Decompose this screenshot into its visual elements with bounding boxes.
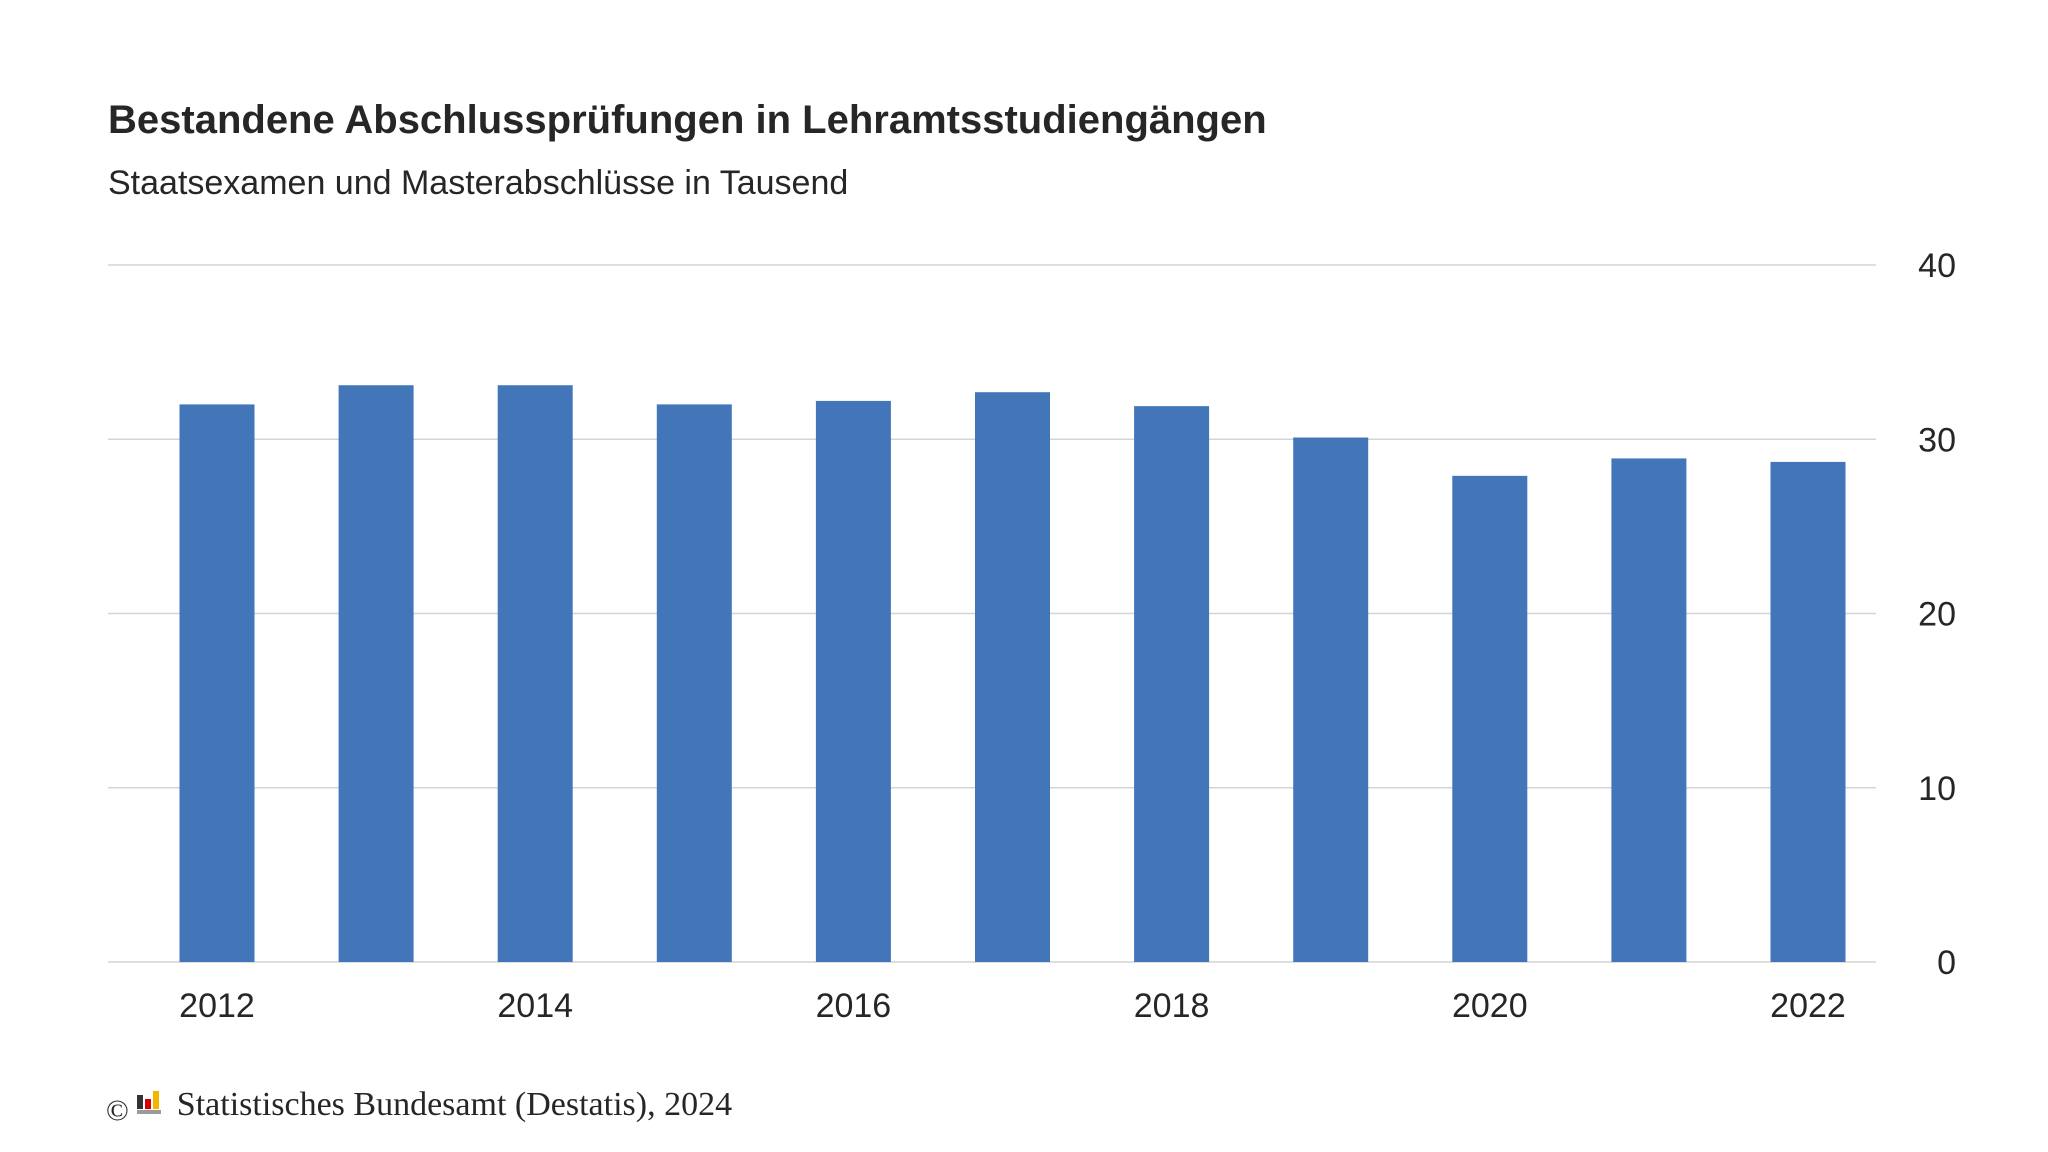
bar-2012 — [179, 404, 255, 962]
bar-2014 — [497, 385, 573, 962]
bar-chart: 0 10 20 30 40 2012 2014 2016 2018 2020 2022 — [108, 247, 1956, 1025]
source-text: Statistisches Bundesamt (Destatis), 2024 — [176, 1086, 733, 1123]
x-axis-ticks: 2012 2014 2016 2018 2020 2022 — [179, 987, 1846, 1025]
source-footer: © Statistisches Bundesamt (Destatis), 20… — [106, 1086, 733, 1127]
x-tick-label: 2012 — [179, 987, 255, 1025]
bar-2017 — [975, 392, 1050, 962]
bar-2016 — [815, 400, 891, 962]
bar-2021 — [1611, 458, 1687, 962]
bar-2018 — [1134, 406, 1210, 963]
y-tick-label: 40 — [1918, 247, 1956, 285]
destatis-logo-icon — [136, 1086, 167, 1124]
bar-2013 — [338, 385, 414, 962]
bar-2020 — [1452, 475, 1528, 962]
y-tick-label: 30 — [1918, 421, 1956, 459]
x-tick-label: 2018 — [1134, 987, 1210, 1025]
bar-2019 — [1293, 437, 1369, 962]
bars — [179, 385, 1846, 963]
x-tick-label: 2022 — [1770, 987, 1846, 1025]
chart-subtitle: Staatsexamen und Masterabschlüsse in Tau… — [108, 164, 849, 202]
x-tick-label: 2016 — [816, 987, 892, 1025]
bar-2015 — [656, 404, 732, 962]
chart-title: Bestandene Abschlussprüfungen in Lehramt… — [108, 98, 1267, 142]
y-tick-label: 10 — [1918, 770, 1956, 808]
copyright-symbol: © — [106, 1094, 129, 1127]
x-tick-label: 2014 — [497, 987, 573, 1025]
x-tick-label: 2020 — [1452, 987, 1528, 1025]
y-axis-ticks: 0 10 20 30 40 — [1918, 247, 1956, 982]
y-tick-label: 0 — [1937, 944, 1956, 982]
bar-2022 — [1770, 461, 1846, 962]
y-tick-label: 20 — [1918, 596, 1956, 634]
